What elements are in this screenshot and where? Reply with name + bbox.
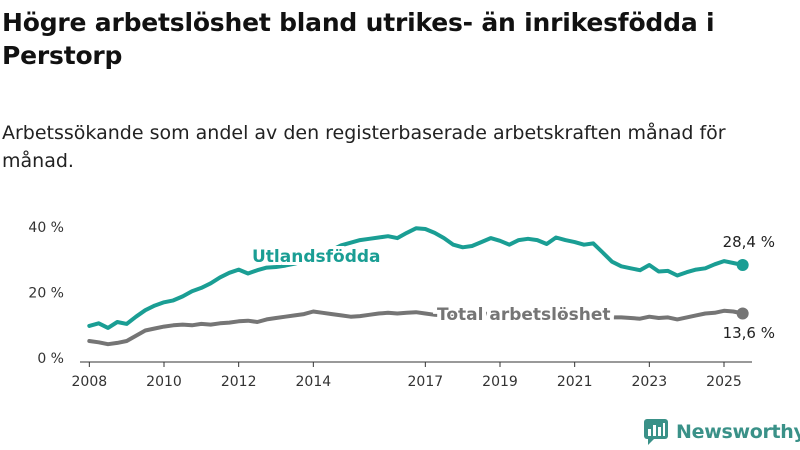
x-tick-label: 2025 [706,374,742,390]
x-tick-label: 2012 [221,374,257,390]
x-tick-label: 2014 [296,374,332,390]
end-point-utlandsfodda [736,258,749,271]
series-layer: Utlandsfödda Total arbetslöshet 28,4 % 13,6… [87,226,775,347]
end-value-label-utlandsfodda: 28,4 % [723,233,775,251]
series-label-utlandsfodda: Utlandsfödda [252,247,381,267]
series-line-utlandsfodda [87,226,745,330]
brand-name: Newsworthy [676,421,800,443]
y-tick-label: 40 % [28,220,64,236]
chart-subtitle: Arbetssökande som andel av den registerb… [2,122,726,172]
x-tick-label: 2010 [146,374,182,390]
series-line-total-arbetsloshet [87,308,745,347]
x-tick-label: 2023 [632,374,668,390]
end-point-total-arbetsloshet [736,307,749,320]
newsworthy-logo-icon [644,419,668,445]
y-axis: 0 % 20 % 40 % [28,220,64,367]
x-tick-label: 2021 [557,374,593,390]
y-tick-label: 0 % [37,351,64,367]
series-label-total: Total arbetslöshet [437,305,611,325]
y-tick-label: 20 % [28,286,64,302]
chart-title: Högre arbetslöshet bland utrikes- än inr… [2,8,715,70]
line-chart: 0 % 20 % 40 % 2008 2010 2012 2014 2017 2019 2021… [28,220,775,390]
x-tick-label: 2008 [72,374,108,390]
end-value-label-total: 13,6 % [723,324,775,342]
x-tick-label: 2017 [408,374,444,390]
footer: Newsworthy [644,419,800,445]
x-axis: 2008 2010 2012 2014 2017 2019 2021 2023 2025 [72,361,752,390]
x-tick-label: 2019 [482,374,518,390]
